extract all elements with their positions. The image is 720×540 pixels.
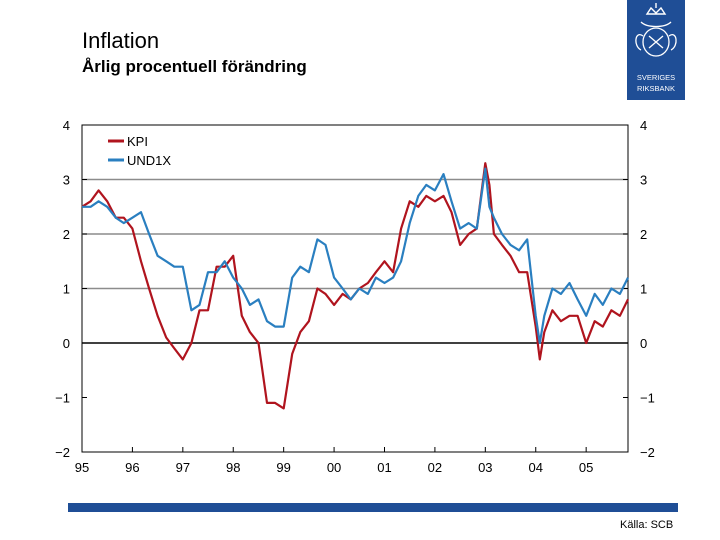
logo-line2: RIKSBANK [637,84,675,93]
y-tick-label-left: 4 [63,118,70,133]
x-tick-label: 96 [125,460,139,475]
x-tick-label: 01 [377,460,391,475]
y-tick-label-right: −2 [640,445,655,460]
source-note: Källa: SCB [620,519,674,531]
y-tick-label-right: 4 [640,118,647,133]
x-tick-label: 95 [75,460,89,475]
y-tick-label-right: 2 [640,227,647,242]
y-tick-label-left: 3 [63,173,70,188]
y-tick-label-left: −1 [55,391,70,406]
x-tick-label: 00 [327,460,341,475]
y-tick-label-right: 3 [640,173,647,188]
y-tick-label-left: 0 [63,336,70,351]
x-tick-label: 99 [276,460,290,475]
footer-bar [68,503,678,512]
y-axis-right: 4 3 2 1 0 −1 −2 [623,118,655,460]
y-tick-label-left: −2 [55,445,70,460]
x-tick-label: 98 [226,460,240,475]
x-axis: 95 96 97 98 99 00 01 02 03 04 05 [75,447,593,475]
crown-icon [645,3,667,15]
x-tick-label: 02 [428,460,442,475]
x-tick-label: 97 [176,460,190,475]
gridlines [82,178,628,344]
y-tick-label-left: 2 [63,227,70,242]
chart-subtitle: Årlig procentuell förändring [82,57,307,76]
y-tick-label-left: 1 [63,282,70,297]
series-line-kpi [81,162,629,410]
legend-label-kpi: KPI [127,134,148,149]
chart-title: Inflation [82,28,160,53]
riksbank-logo: SVERIGES RIKSBANK [627,0,685,100]
x-tick-label: 04 [529,460,543,475]
y-tick-label-right: 1 [640,282,647,297]
emblem-icon [635,21,677,57]
legend-label-und1x: UND1X [127,153,171,168]
x-tick-label: 05 [579,460,593,475]
series-line-und1x [82,167,629,345]
legend: KPI UND1X [108,134,171,168]
y-axis-left: 4 3 2 1 0 −1 −2 [55,118,87,460]
logo-line1: SVERIGES [637,73,675,82]
series-group [81,162,629,410]
y-tick-label-right: 0 [640,336,647,351]
y-tick-label-right: −1 [640,391,655,406]
x-tick-label: 03 [478,460,492,475]
